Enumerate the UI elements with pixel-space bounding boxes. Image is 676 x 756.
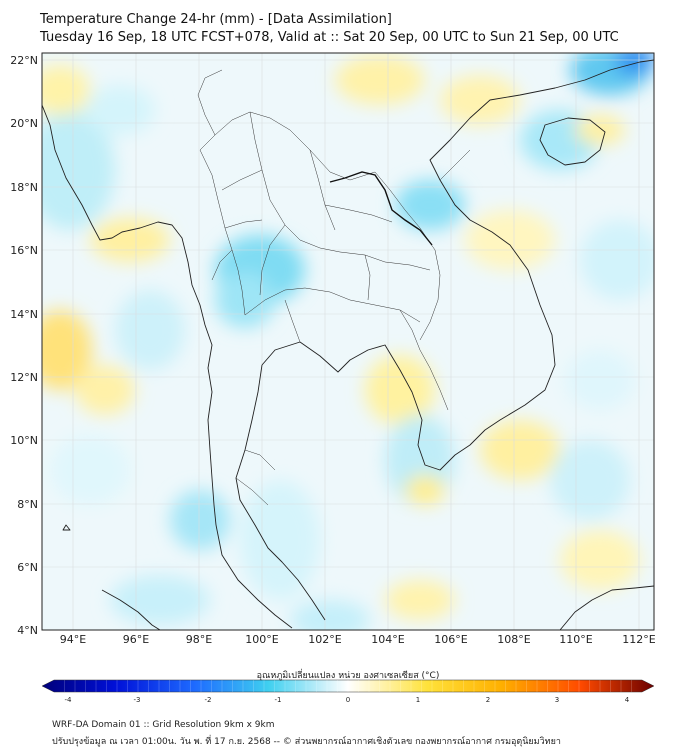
coastlines xyxy=(42,59,654,630)
lon-label-106: 106°E xyxy=(434,633,467,646)
gridlines xyxy=(42,53,654,630)
lat-label-4: 4°N xyxy=(17,624,38,637)
map-frame xyxy=(41,52,655,631)
lat-label-16: 16°N xyxy=(10,244,38,257)
lat-label-14: 14°N xyxy=(10,308,38,321)
province-borders xyxy=(197,69,471,506)
colorbar-tick-m4: -4 xyxy=(65,696,73,704)
colorbar: -4 -3 -2 -1 0 1 2 3 4 xyxy=(41,679,655,704)
lon-label-100: 100°E xyxy=(245,633,278,646)
lat-label-8: 8°N xyxy=(17,498,38,511)
lon-label-104: 104°E xyxy=(371,633,404,646)
footer-model-info: WRF-DA Domain 01 :: Grid Resolution 9km … xyxy=(52,720,275,730)
lat-label-18: 18°N xyxy=(10,181,38,194)
lon-label-98: 98°E xyxy=(186,633,212,646)
colorbar-tick-1: 1 xyxy=(416,696,420,704)
colorbar-tick-4: 4 xyxy=(625,696,630,704)
colorbar-tick-0: 0 xyxy=(346,696,350,704)
chart-subtitle: Tuesday 16 Sep, 18 UTC FCST+078, Valid a… xyxy=(40,30,619,45)
colorbar-tick-2: 2 xyxy=(486,696,490,704)
colorbar-label: อุณหภูมิเปลี่ยนแปลง หน่วย องศาเซลเซียส (… xyxy=(256,671,440,681)
lon-axis: 94°E 96°E 98°E 100°E 102°E 104°E 106°E 1… xyxy=(60,633,656,646)
lat-axis: 22°N 20°N 18°N 16°N 14°N 12°N 10°N 8°N 6… xyxy=(10,54,38,637)
colorbar-tick-m2: -2 xyxy=(205,696,212,704)
lon-label-108: 108°E xyxy=(497,633,530,646)
lon-label-110: 110°E xyxy=(559,633,592,646)
chart-title: Temperature Change 24-hr (mm) - [Data As… xyxy=(40,12,392,27)
colorbar-tick-m1: -1 xyxy=(275,696,282,704)
lat-label-6: 6°N xyxy=(17,561,38,574)
lat-label-22: 22°N xyxy=(10,54,38,67)
lat-label-20: 20°N xyxy=(10,117,38,130)
lon-label-112: 112°E xyxy=(622,633,655,646)
colorbar-ticks: -4 -3 -2 -1 0 1 2 3 4 xyxy=(65,696,630,704)
lon-label-94: 94°E xyxy=(60,633,86,646)
lao-thai-border xyxy=(329,171,433,246)
colorbar-bar xyxy=(41,679,655,693)
footer-credit: ปรับปรุงข้อมูล ณ เวลา 01:00น. วัน พ. ที่… xyxy=(52,737,561,747)
lon-label-102: 102°E xyxy=(308,633,341,646)
lat-label-10: 10°N xyxy=(10,434,38,447)
lat-label-12: 12°N xyxy=(10,371,38,384)
colorbar-tick-3: 3 xyxy=(555,696,559,704)
colorbar-tick-m3: -3 xyxy=(134,696,141,704)
anomaly-field xyxy=(42,53,654,630)
lon-label-96: 96°E xyxy=(123,633,149,646)
